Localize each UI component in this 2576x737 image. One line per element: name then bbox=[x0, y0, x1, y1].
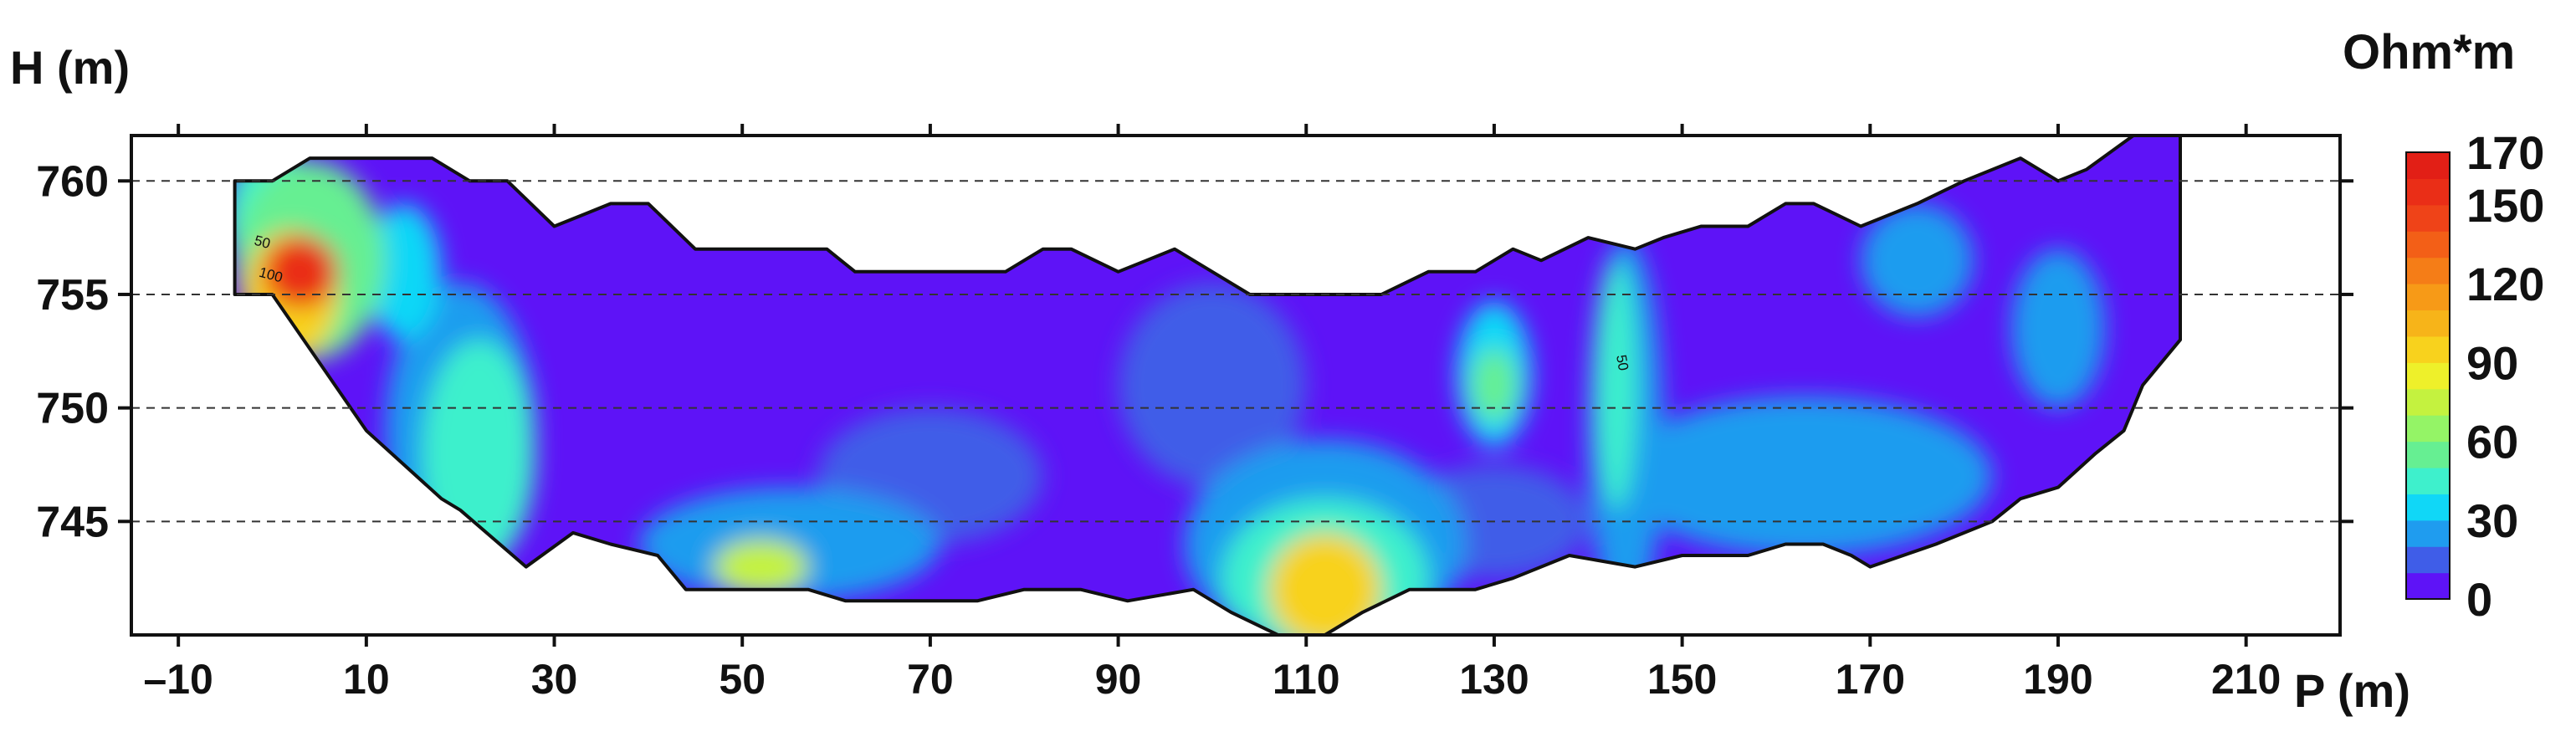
x-tick-label: 130 bbox=[1459, 656, 1529, 703]
colorbar-tick-label: 120 bbox=[2466, 258, 2544, 310]
resistivity-cell bbox=[1595, 260, 1637, 510]
colorbar-swatch bbox=[2406, 441, 2450, 468]
x-tick-label: 150 bbox=[1647, 656, 1717, 703]
colorbar-swatch bbox=[2406, 467, 2450, 494]
resistivity-cell bbox=[366, 203, 442, 340]
gridlines bbox=[131, 180, 2340, 523]
colorbar-swatch bbox=[2406, 388, 2450, 416]
x-tick-label: –10 bbox=[143, 656, 213, 703]
colorbar-swatch bbox=[2406, 494, 2450, 521]
x-tick-label: 50 bbox=[719, 656, 766, 703]
colorbar bbox=[2405, 151, 2451, 600]
colorbar-swatch bbox=[2406, 152, 2450, 180]
colorbar-swatch bbox=[2406, 284, 2450, 311]
contour-label: 50 bbox=[1613, 354, 1631, 372]
colorbar-swatch bbox=[2406, 231, 2450, 258]
colorbar-swatch bbox=[2406, 546, 2450, 574]
colorbar-title: Ohm*m bbox=[2343, 25, 2515, 79]
y-tick-label: 760 bbox=[36, 157, 109, 206]
colorbar-frame bbox=[2405, 151, 2451, 600]
x-tick-label: 190 bbox=[2023, 656, 2092, 703]
x-tick-label: 30 bbox=[531, 656, 578, 703]
y-axis: 745 750 755 760 bbox=[36, 157, 2353, 546]
x-tick-label: 110 bbox=[1273, 656, 1340, 703]
colorbar-swatch bbox=[2406, 572, 2450, 600]
x-axis-title: P (m) bbox=[2294, 664, 2410, 717]
plot-frame bbox=[130, 134, 2342, 637]
x-tick-label: 70 bbox=[907, 656, 954, 703]
y-tick-label: 745 bbox=[36, 498, 109, 546]
colorbar-swatch bbox=[2406, 257, 2450, 284]
colorbar-tick-label: 90 bbox=[2466, 336, 2518, 389]
colorbar-swatch bbox=[2406, 310, 2450, 337]
colorbar-swatch bbox=[2406, 362, 2450, 390]
colorbar-tick-label: 60 bbox=[2466, 416, 2518, 468]
resistivity-cell bbox=[2010, 248, 2106, 408]
x-tick-label: 210 bbox=[2211, 656, 2281, 703]
resistivity-cell bbox=[1616, 397, 1993, 555]
x-tick-label: 10 bbox=[343, 656, 390, 703]
colorbar-swatch bbox=[2406, 519, 2450, 547]
x-tick-label: 170 bbox=[1836, 656, 1905, 703]
resistivity-cell bbox=[638, 487, 940, 601]
colorbar-swatch bbox=[2406, 204, 2450, 232]
contour-label: 50 bbox=[253, 233, 272, 252]
colorbar-swatch bbox=[2406, 415, 2450, 443]
resistivity-cell bbox=[1118, 283, 1307, 488]
resistivity-cell bbox=[263, 235, 339, 309]
colorbar-swatch bbox=[2406, 178, 2450, 206]
x-tick-label: 90 bbox=[1095, 656, 1142, 703]
colorbar-tick-label: 0 bbox=[2466, 573, 2492, 626]
colorbar-tick-label: 150 bbox=[2466, 179, 2544, 232]
resistivity-cell bbox=[714, 540, 808, 595]
colorbar-tick-label: 170 bbox=[2466, 126, 2544, 179]
colorbar-tick-label: 30 bbox=[2466, 494, 2518, 547]
resistivity-cell bbox=[1861, 203, 1974, 318]
x-axis: –10 10 30 50 70 90 110 130 150 170 190 210 bbox=[143, 124, 2281, 703]
colorbar-swatch bbox=[2406, 335, 2450, 363]
resistivity-cell bbox=[1471, 349, 1517, 422]
y-tick-label: 755 bbox=[36, 271, 109, 320]
y-axis-title: H (m) bbox=[10, 41, 130, 94]
y-tick-label: 750 bbox=[36, 385, 109, 433]
